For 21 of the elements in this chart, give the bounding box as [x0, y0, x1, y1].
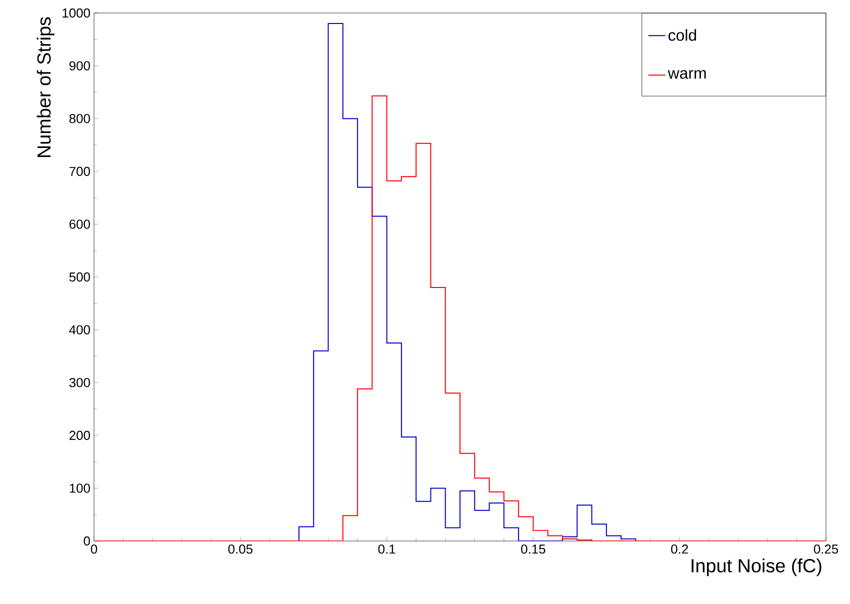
x-tick-label: 0.25 — [814, 544, 838, 554]
y-axis-title: Number of Strips — [36, 17, 54, 157]
y-tick-label: 200 — [70, 430, 90, 440]
y-tick-label: 1000 — [62, 8, 90, 18]
y-tick-label: 0 — [84, 536, 90, 546]
y-tick-label: 500 — [69, 272, 90, 282]
y-tick-label: 900 — [69, 61, 90, 70]
x-tick-label: 0.05 — [228, 544, 252, 554]
x-axis-title: Input Noise (fC) — [692, 558, 822, 576]
legend-label: cold — [668, 29, 696, 41]
y-tick-label: 700 — [70, 166, 90, 176]
x-tick-label: 0.15 — [521, 544, 546, 554]
x-tick-label: 0 — [90, 544, 98, 554]
y-tick-label: 100 — [70, 484, 90, 493]
x-tick-label: 0.2 — [671, 544, 688, 554]
x-tick-label: 0.1 — [378, 544, 396, 554]
y-tick-label: 800 — [69, 114, 90, 124]
legend-label: warm — [668, 70, 706, 79]
y-tick-label: 300 — [69, 378, 90, 388]
y-tick-label: 400 — [69, 325, 90, 334]
y-tick-label: 600 — [70, 220, 90, 229]
